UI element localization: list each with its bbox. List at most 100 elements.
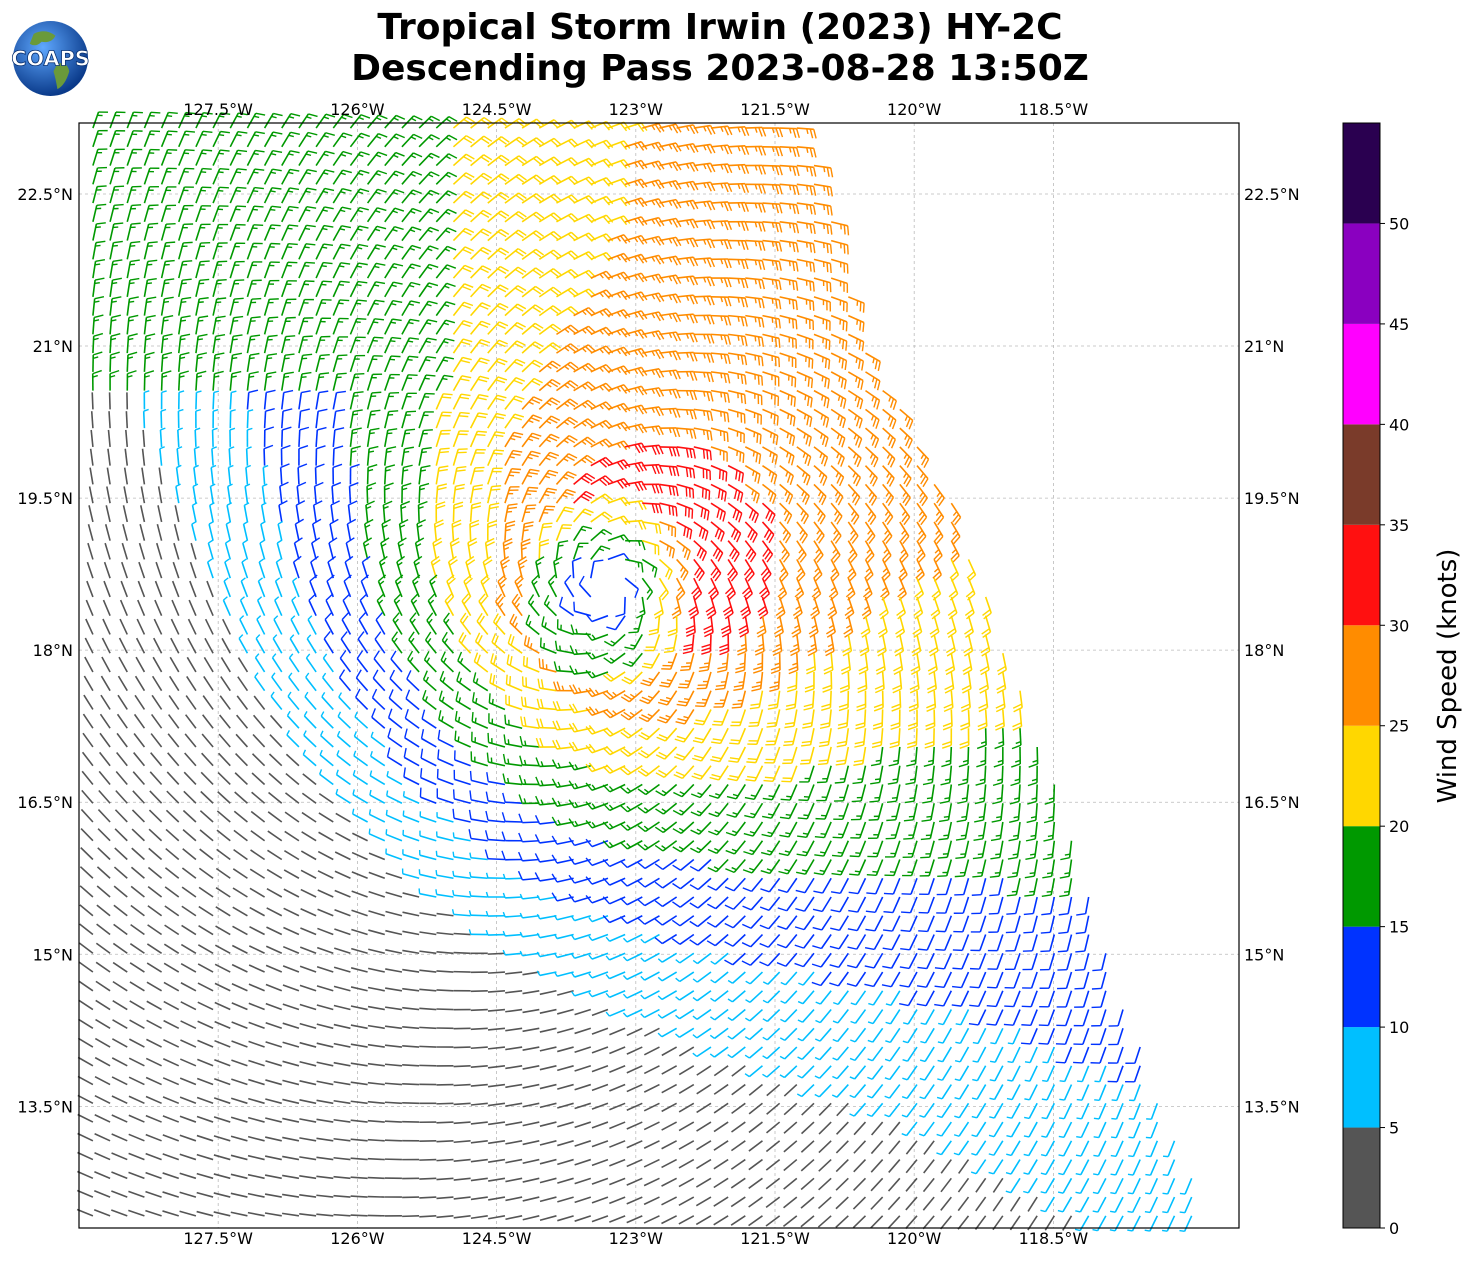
wind-barb bbox=[689, 877, 712, 891]
wind-barb bbox=[909, 671, 920, 694]
wind-barb bbox=[713, 1065, 729, 1077]
wind-barb bbox=[185, 714, 197, 729]
wind-barb bbox=[938, 821, 953, 841]
chart-title-line2: Descending Pass 2023-08-28 13:50Z bbox=[351, 48, 1089, 89]
wind-barb bbox=[299, 1194, 317, 1198]
wind-barb bbox=[607, 384, 631, 394]
wind-barb bbox=[143, 370, 155, 391]
wind-barb bbox=[140, 486, 146, 504]
wind-barb bbox=[230, 1154, 248, 1161]
wind-barb bbox=[273, 615, 283, 635]
wind-barb bbox=[369, 789, 386, 804]
wind-barb bbox=[453, 1177, 471, 1181]
wind-barb bbox=[315, 261, 333, 279]
wind-barb bbox=[886, 784, 901, 803]
wind-barb bbox=[435, 171, 458, 185]
wind-barb bbox=[1044, 784, 1056, 805]
wind-barb bbox=[765, 1158, 781, 1171]
wind-barb bbox=[745, 258, 766, 271]
wind-barb bbox=[349, 372, 365, 391]
wind-barb bbox=[280, 408, 293, 429]
wind-barb bbox=[333, 1023, 351, 1030]
wind-barb bbox=[964, 615, 975, 638]
wind-barb bbox=[535, 757, 557, 768]
wind-barb bbox=[603, 652, 626, 664]
wind-barb bbox=[800, 1196, 815, 1209]
wind-barb bbox=[452, 320, 473, 335]
wind-barb bbox=[708, 577, 720, 601]
wind-barb bbox=[710, 389, 730, 403]
wind-barb bbox=[916, 483, 928, 507]
wind-barb bbox=[1027, 784, 1038, 805]
wind-barb bbox=[212, 390, 220, 410]
wind-barb bbox=[424, 631, 437, 654]
wind-barb bbox=[653, 596, 664, 619]
wind-barb bbox=[269, 714, 283, 729]
wind-barb bbox=[713, 1215, 729, 1226]
wind-barb bbox=[779, 389, 796, 407]
wind-barb bbox=[299, 1003, 317, 1011]
wind-barb bbox=[818, 1121, 832, 1135]
wind-barb bbox=[972, 1027, 987, 1045]
wind-barb bbox=[179, 1096, 197, 1105]
coaps-logo: COAPS bbox=[12, 20, 89, 97]
wind-barb bbox=[870, 1215, 884, 1229]
wind-barb bbox=[155, 542, 163, 560]
wind-barb bbox=[248, 983, 265, 992]
wind-barb bbox=[219, 714, 231, 729]
wind-barb bbox=[117, 675, 128, 692]
wind-barb bbox=[986, 990, 1004, 1008]
wind-barb bbox=[351, 851, 368, 861]
wind-barb bbox=[187, 618, 197, 635]
wind-barb bbox=[1144, 1215, 1159, 1232]
wind-barb bbox=[191, 520, 197, 541]
wind-barb bbox=[775, 596, 786, 620]
wind-barb bbox=[269, 734, 283, 748]
wind-barb bbox=[485, 910, 505, 917]
wind-barb bbox=[791, 615, 802, 638]
wind-barb bbox=[818, 1177, 832, 1191]
wind-barb bbox=[145, 1133, 162, 1142]
wind-barb bbox=[96, 904, 111, 917]
wind-barb bbox=[744, 1046, 763, 1059]
wind-barb bbox=[552, 720, 574, 731]
wind-barb bbox=[504, 321, 526, 335]
wind-barb bbox=[315, 408, 328, 429]
wind-barb bbox=[282, 1098, 300, 1105]
wind-barb bbox=[707, 858, 729, 873]
wind-barb bbox=[779, 277, 799, 291]
wind-barb bbox=[419, 1196, 437, 1199]
wind-barb bbox=[847, 952, 867, 969]
wind-barb bbox=[767, 690, 781, 710]
wind-barb bbox=[487, 154, 510, 167]
wind-barb bbox=[436, 788, 454, 804]
wind-barb bbox=[840, 653, 851, 675]
wind-barb bbox=[536, 913, 557, 920]
wind-barb bbox=[98, 770, 111, 785]
wind-barb bbox=[730, 1215, 746, 1226]
wind-barb bbox=[661, 1215, 677, 1225]
wind-barb bbox=[556, 990, 574, 996]
wind-barb bbox=[109, 333, 121, 354]
wind-barb bbox=[954, 878, 970, 896]
wind-barb bbox=[741, 933, 764, 948]
wind-barb bbox=[573, 418, 596, 429]
wind-barb bbox=[366, 151, 388, 167]
wind-barb bbox=[1055, 1046, 1073, 1064]
wind-barb bbox=[1059, 859, 1073, 879]
wind-barb bbox=[315, 132, 335, 148]
wind-barb bbox=[853, 746, 867, 766]
wind-barb bbox=[698, 653, 712, 673]
wind-barb bbox=[487, 173, 510, 185]
wind-barb bbox=[843, 615, 854, 638]
wind-barb bbox=[231, 1021, 248, 1030]
wind-barb bbox=[86, 580, 94, 598]
wind-barb bbox=[813, 408, 830, 428]
wind-barb bbox=[919, 1084, 935, 1100]
wind-barb bbox=[655, 802, 678, 815]
wind-barb bbox=[1024, 859, 1038, 879]
wind-barb bbox=[79, 885, 94, 898]
wind-barb bbox=[902, 1009, 918, 1025]
wind-barb bbox=[866, 1084, 884, 1099]
wind-barb bbox=[693, 483, 711, 501]
